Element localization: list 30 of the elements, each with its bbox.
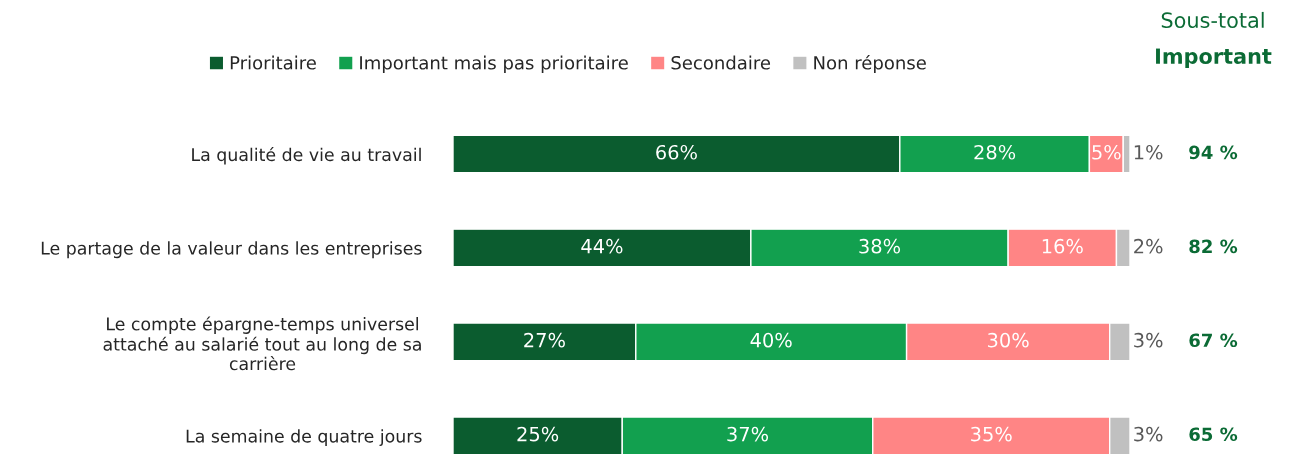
legend-label: Secondaire — [671, 55, 771, 70]
y-tick-label: La semaine de quatre jours — [186, 429, 422, 447]
data-label: 3% — [1134, 332, 1163, 348]
text: 82 % — [1189, 239, 1238, 254]
data-label: 16% — [1042, 238, 1083, 254]
text: Important — [1156, 48, 1272, 69]
text: 94 % — [1189, 145, 1238, 160]
y-tick-label: La qualité de vie au travail — [192, 147, 421, 165]
legend-label: Non réponse — [814, 54, 926, 74]
text: 67 % — [1189, 333, 1238, 348]
data-label: 28% — [974, 144, 1016, 160]
text: 65 % — [1189, 427, 1238, 442]
data-label: 2% — [1134, 238, 1163, 254]
data-label: 38% — [859, 238, 901, 254]
data-label: 66% — [656, 144, 697, 160]
y-tick-label: Le compte épargne-temps universel attaché au salarié tout au long de sa carrière — [103, 316, 421, 371]
y-tick-label: Le partage de la valeur dans les entreprises — [41, 241, 422, 259]
data-label: 44% — [581, 238, 623, 254]
data-label: 5% — [1092, 144, 1121, 160]
data-label: 1% — [1134, 144, 1163, 160]
data-label: 37% — [727, 426, 769, 442]
data-label: 25% — [517, 426, 559, 442]
legend-label: Prioritaire — [230, 55, 316, 70]
data-label: 3% — [1134, 426, 1163, 442]
data-label: 40% — [750, 332, 792, 348]
text: Sous-total — [1161, 11, 1264, 29]
data-label: 27% — [524, 332, 565, 348]
legend-label: Important mais pas prioritaire — [360, 55, 628, 74]
data-label: 30% — [988, 332, 1029, 348]
data-label: 35% — [971, 426, 1012, 442]
